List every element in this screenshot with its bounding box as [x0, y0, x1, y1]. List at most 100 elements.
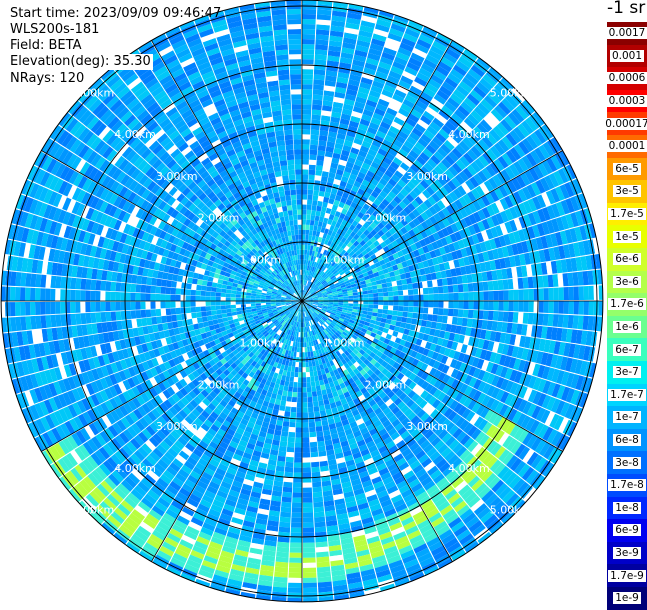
range-bin: [397, 285, 403, 291]
range-bin: [302, 195, 307, 200]
range-bin: [280, 380, 285, 386]
range-bin: [514, 290, 519, 301]
range-bin: [554, 288, 559, 301]
range-bin: [284, 381, 289, 387]
range-bin: [311, 452, 319, 458]
range-bin: [368, 308, 373, 312]
range-bin: [390, 320, 396, 326]
range-bin: [305, 245, 308, 250]
range-bin: [303, 538, 315, 543]
range-bin: [305, 347, 308, 352]
range-bin: [518, 278, 524, 289]
range-bin: [314, 411, 320, 417]
range-bin: [314, 185, 320, 191]
range-bin: [302, 377, 306, 382]
range-bin: [393, 306, 398, 311]
range-bin: [295, 447, 302, 452]
range-bin: [314, 522, 325, 528]
range-bin: [463, 284, 469, 292]
range-bin: [403, 295, 408, 300]
range-bin: [315, 381, 320, 387]
range-bin: [280, 441, 288, 447]
range-bin: [283, 386, 288, 392]
range-bin: [317, 201, 323, 207]
range-bin: [418, 301, 423, 307]
range-bin: [296, 422, 302, 427]
range-bin: [315, 170, 322, 176]
range-bin: [316, 547, 329, 553]
range-bin: [338, 299, 343, 301]
range-bin: [488, 311, 494, 321]
range-bin: [363, 307, 368, 311]
range-bin: [288, 588, 302, 593]
range-bin: [559, 301, 564, 314]
range-bin: [382, 288, 388, 293]
range-bin: [316, 160, 323, 166]
range-bin: [318, 451, 326, 457]
range-bin: [302, 352, 305, 357]
range-bin: [320, 181, 327, 187]
range-bin: [392, 311, 398, 316]
range-bin: [494, 301, 499, 311]
range-bin: [302, 169, 308, 174]
range-bin: [302, 74, 313, 79]
range-bin: [338, 297, 343, 299]
range-bin: [303, 528, 314, 533]
range-bin: [298, 387, 303, 392]
range-bin: [311, 457, 319, 463]
range-bin: [278, 451, 286, 457]
range-bin: [302, 89, 312, 94]
range-bin: [373, 289, 379, 293]
range-bin: [302, 347, 305, 352]
range-bin: [302, 139, 310, 144]
range-bin: [310, 377, 314, 382]
range-bin: [306, 220, 310, 225]
range-bin: [285, 467, 294, 473]
range-bin: [368, 301, 373, 305]
range-bin: [314, 75, 325, 81]
range-bin: [287, 447, 295, 453]
range-bin: [312, 115, 321, 121]
range-bin: [338, 303, 343, 305]
range-bin: [343, 303, 348, 306]
range-bin: [459, 301, 464, 309]
range-bin: [474, 301, 479, 310]
range-bin: [317, 441, 325, 447]
range-bin: [310, 150, 318, 156]
range-bin: [303, 488, 312, 493]
range-bin: [392, 281, 398, 287]
range-bin: [316, 24, 330, 30]
range-bin: [313, 226, 317, 232]
range-bin: [302, 362, 305, 367]
range-bin: [452, 317, 458, 325]
range-bin: [306, 367, 310, 372]
range-bin: [529, 301, 534, 312]
range-bin: [281, 395, 287, 401]
range-bin: [499, 301, 504, 311]
range-bin: [549, 288, 554, 300]
range-bin: [307, 200, 312, 205]
range-bin: [363, 294, 368, 298]
range-bin: [308, 190, 314, 195]
range-bin: [483, 282, 489, 291]
range-bin: [298, 372, 302, 377]
range-bin: [312, 231, 316, 237]
range-bin: [316, 29, 329, 35]
range-bin: [303, 462, 311, 467]
range-bin: [315, 175, 322, 181]
range-bin: [321, 207, 327, 213]
range-bin: [303, 447, 310, 452]
range-bin: [308, 402, 313, 407]
range-bin: [311, 467, 320, 473]
range-bin: [319, 191, 325, 197]
range-bin: [273, 582, 287, 588]
range-bin: [528, 277, 534, 289]
range-bin: [291, 518, 302, 523]
range-bin: [363, 301, 368, 304]
range-bin: [413, 295, 418, 301]
range-bin: [398, 296, 403, 301]
range-bin: [433, 301, 438, 308]
range-bin: [418, 295, 423, 301]
range-bin: [302, 164, 309, 169]
range-bin: [398, 301, 403, 306]
